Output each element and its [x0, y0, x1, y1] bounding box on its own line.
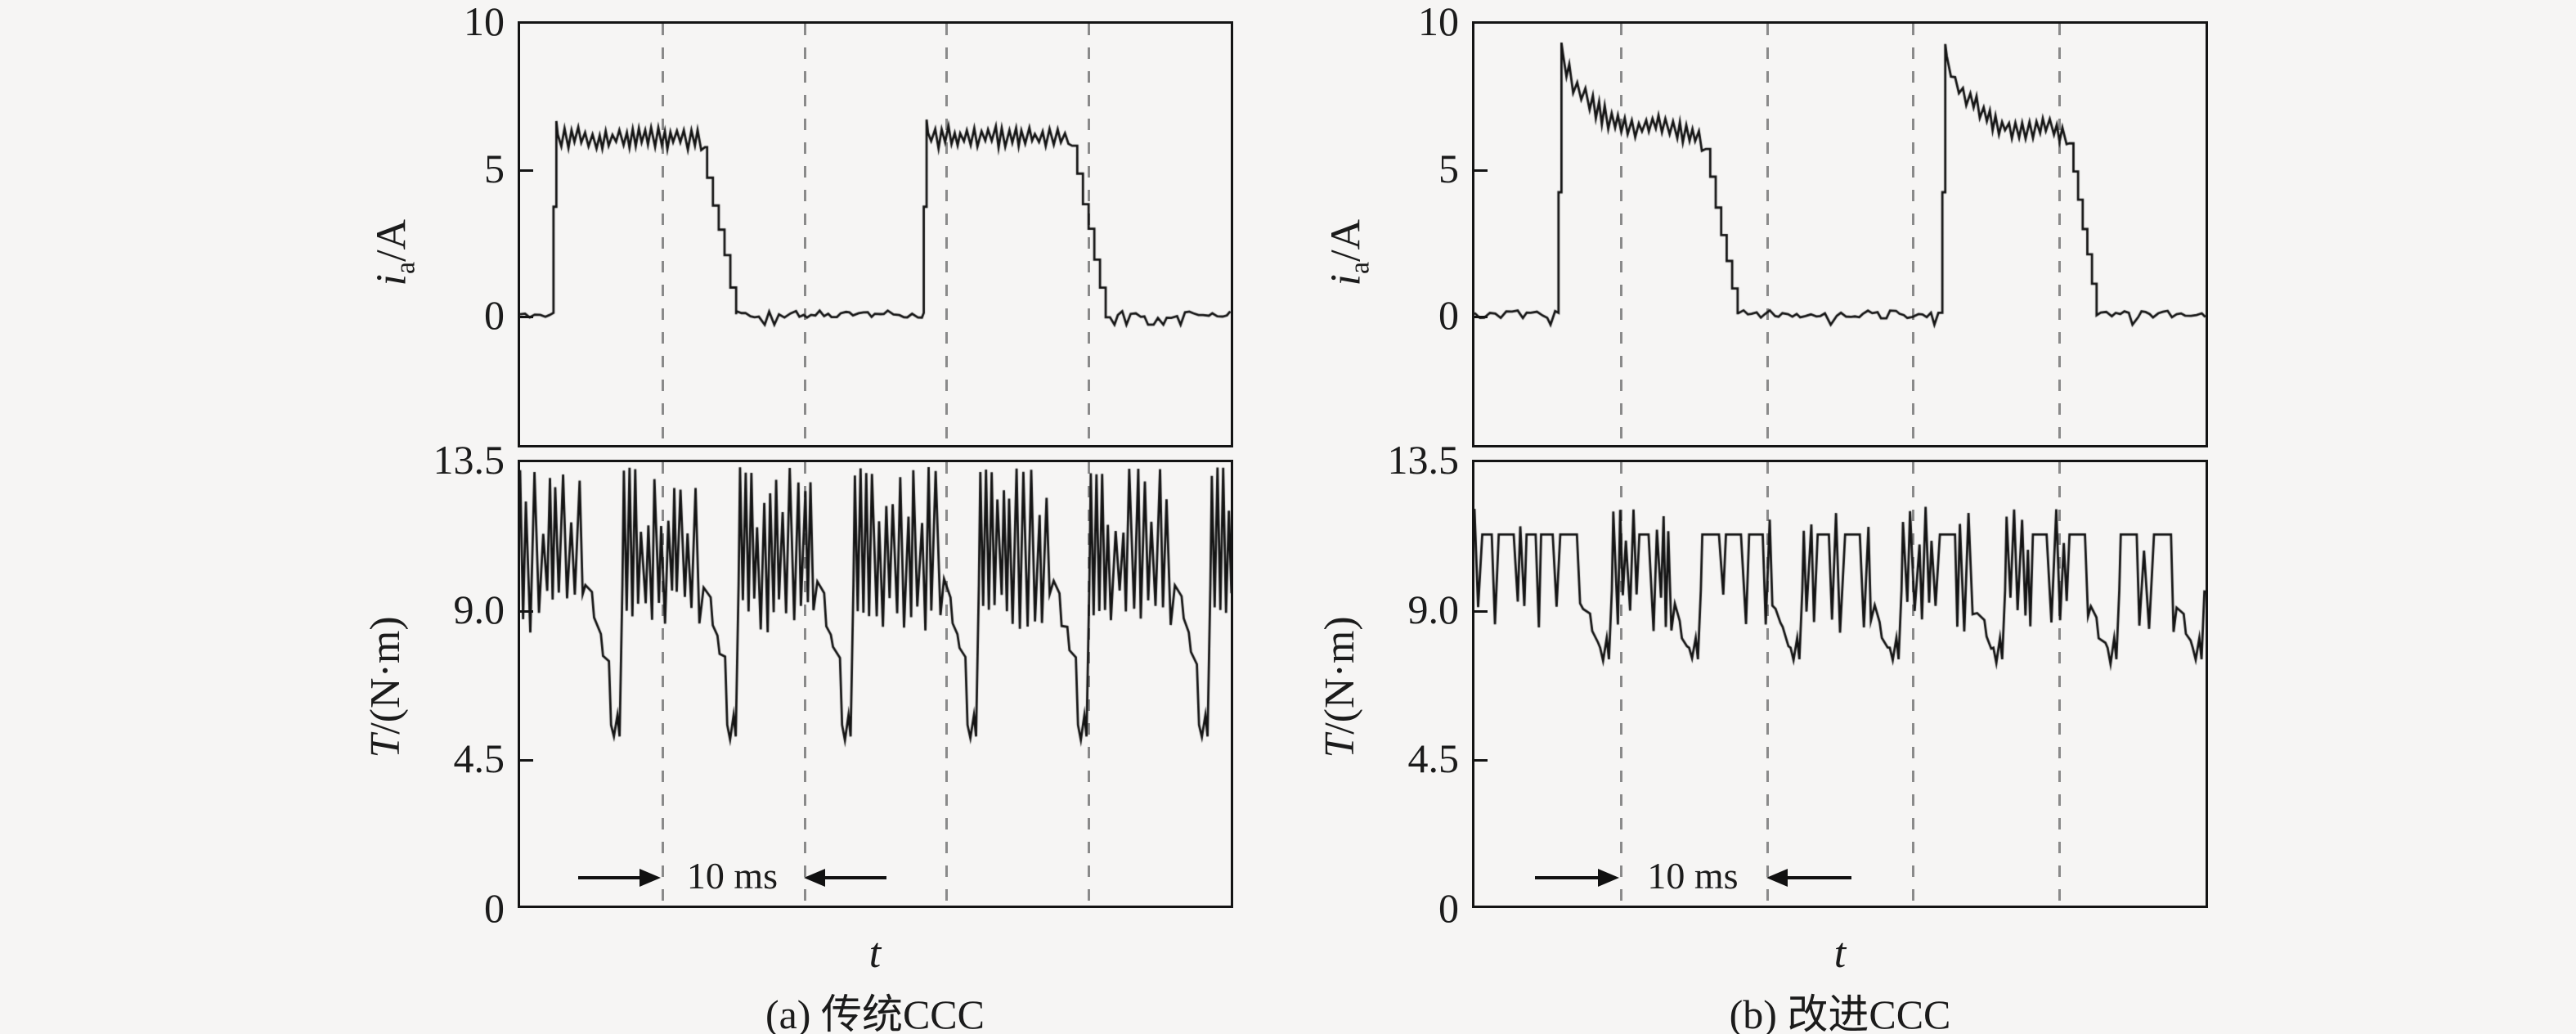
y-axis-label-current-a: ia/A: [368, 218, 421, 286]
torque-plot-a-waveform-canvas: [520, 462, 1231, 906]
interval-arrow-left-shaft: [1534, 876, 1600, 879]
ytick-label-torque-a-2: 4.5: [453, 735, 505, 782]
x-axis-label-a: t: [868, 930, 882, 977]
ytick-label-torque-a-3: 0: [484, 885, 505, 931]
current-plot-a: [518, 21, 1233, 447]
ytick-label-torque-b-2: 4.5: [1407, 735, 1460, 782]
current-plot-b-waveform-canvas: [1474, 24, 2206, 445]
torque-plot-b: [1472, 460, 2208, 908]
y-axis-label-current-b: ia/A: [1322, 218, 1376, 286]
ytick-mark: [520, 169, 533, 172]
interval-arrow-right-shaft: [1786, 876, 1851, 879]
ytick-label-torque-a-0: 13.5: [433, 437, 505, 483]
y-axis-label-torque-b: T/(N·m): [1317, 616, 1363, 758]
caption-a: (a) 传统CCC: [765, 991, 985, 1034]
torque-plot-b-waveform-canvas: [1474, 462, 2206, 906]
ytick-label-current-a-2: 0: [484, 292, 505, 339]
ytick-label-torque-b-0: 13.5: [1387, 437, 1460, 483]
interval-arrow-right-icon: [640, 869, 661, 887]
ytick-mark: [1474, 759, 1488, 762]
current-plot-b: [1472, 21, 2208, 447]
ytick-mark: [520, 316, 533, 319]
ytick-mark: [1474, 316, 1488, 319]
time-interval-annotation-a: 10 ms: [686, 855, 779, 897]
ytick-label-current-b-1: 5: [1438, 145, 1459, 191]
torque-plot-a: [518, 460, 1233, 908]
interval-arrow-left-shaft: [578, 876, 641, 879]
interval-arrow-left-icon: [1766, 869, 1788, 887]
time-interval-annotation-b: 10 ms: [1647, 855, 1739, 897]
ytick-label-current-b-2: 0: [1438, 292, 1459, 339]
ytick-label-torque-b-3: 0: [1438, 885, 1459, 931]
ytick-label-torque-a-1: 9.0: [453, 586, 505, 632]
interval-arrow-right-icon: [1598, 869, 1619, 887]
ytick-mark: [1474, 169, 1488, 172]
y-axis-label-torque-a: T/(N·m): [362, 616, 409, 758]
ytick-label-torque-b-1: 9.0: [1407, 586, 1460, 632]
ytick-mark: [520, 609, 533, 613]
ytick-label-current-b-0: 10: [1418, 0, 1459, 44]
ytick-mark: [520, 759, 533, 762]
ytick-label-current-a-1: 5: [484, 145, 505, 191]
x-axis-label-b: t: [1833, 930, 1847, 977]
caption-b: (b) 改进CCC: [1729, 991, 1951, 1034]
current-plot-a-waveform-canvas: [520, 24, 1231, 445]
interval-arrow-right-shaft: [824, 876, 886, 879]
ytick-label-current-a-0: 10: [464, 0, 505, 44]
ytick-mark: [1474, 609, 1488, 613]
interval-arrow-left-icon: [804, 869, 825, 887]
